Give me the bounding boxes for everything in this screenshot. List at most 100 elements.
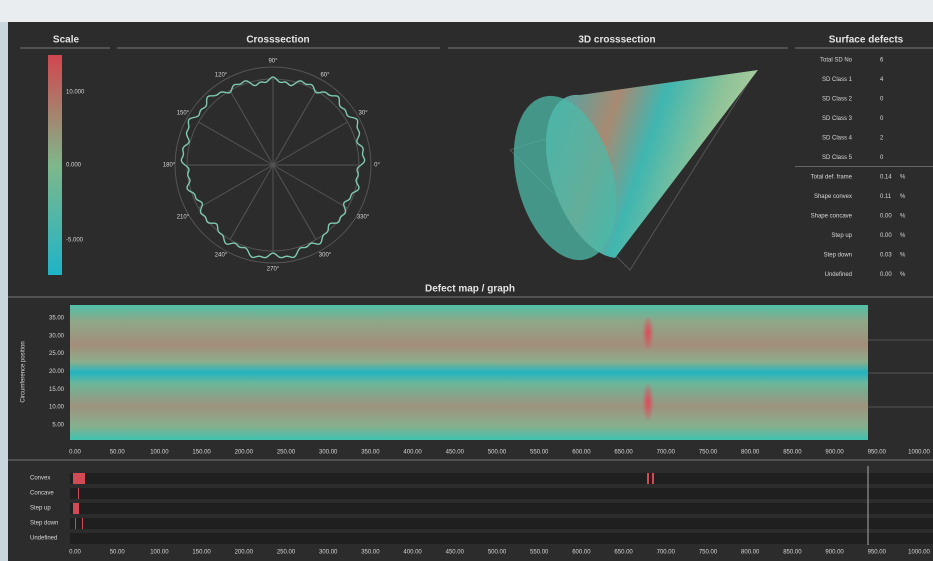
x-tick-label: 350.00 [361, 550, 380, 556]
y-tick-label: 30.00 [49, 333, 65, 339]
row-unit: % [900, 233, 906, 239]
x-tick-label: 350.00 [361, 450, 380, 456]
polar-label: 330° [357, 215, 370, 221]
defect-bar [75, 518, 76, 529]
x-tick-label: 900.00 [825, 550, 844, 556]
x-tick-label: 200.00 [235, 450, 254, 456]
x-tick-label: 500.00 [488, 550, 507, 556]
app-body [8, 22, 933, 561]
x-tick-label: 700.00 [657, 550, 676, 556]
graph-row [70, 518, 933, 529]
y-tick-label: 5.00 [52, 422, 64, 428]
defect-bar [82, 518, 83, 529]
polar-label: 270° [267, 267, 280, 273]
y-tick-label: 15.00 [49, 387, 65, 393]
row-label: SD Class 2 [822, 97, 853, 103]
row-label: Total SD No [820, 58, 853, 64]
row-unit: % [900, 214, 906, 220]
row-label: SD Class 1 [822, 77, 853, 83]
x-tick-label: 850.00 [783, 450, 802, 456]
row-value: 0.03 [880, 253, 892, 259]
panel-title: Scale [53, 35, 80, 46]
row-value: 0 [880, 155, 884, 161]
row-label: SD Class 5 [822, 155, 853, 161]
x-tick-label: 600.00 [572, 450, 591, 456]
row-label: Concave [30, 491, 54, 497]
x-tick-label: 700.00 [657, 450, 676, 456]
polar-label: 300° [319, 253, 332, 259]
row-unit: % [900, 272, 906, 278]
row-value: 4 [880, 77, 884, 83]
row-label: Step down [30, 521, 58, 527]
x-tick-label: 400.00 [403, 450, 422, 456]
y-tick-label: 25.00 [49, 351, 65, 357]
y-tick-label: 20.00 [49, 369, 65, 375]
x-tick-label: 1000.00 [908, 550, 930, 556]
x-tick-label: 950.00 [868, 550, 887, 556]
polar-spoke [229, 90, 274, 166]
polar-label: 90° [268, 59, 278, 65]
scale-label: 0.000 [66, 163, 82, 169]
x-tick-label: 0.00 [69, 550, 81, 556]
row-value: 0 [880, 97, 884, 103]
row-value: 0.00 [880, 214, 892, 220]
defect-bar [73, 503, 79, 514]
defect-bar [78, 488, 79, 499]
polar-label: 210° [177, 215, 190, 221]
row-unit: % [900, 194, 906, 200]
polar-spoke [272, 90, 317, 166]
polar-spoke [198, 164, 274, 209]
row-value: 0.00 [880, 272, 892, 278]
polar-label: 240° [215, 253, 228, 259]
polar-label: 150° [177, 111, 190, 117]
polar-label: 30° [359, 111, 369, 117]
x-tick-label: 800.00 [741, 450, 760, 456]
x-tick-label: 800.00 [741, 550, 760, 556]
polar-label: 120° [215, 73, 228, 79]
row-value: 0 [880, 116, 884, 122]
x-tick-label: 550.00 [530, 450, 549, 456]
row-unit: % [900, 253, 906, 259]
graph-row [70, 533, 933, 544]
polar-trace [180, 76, 366, 259]
x-tick-label: 100.00 [150, 550, 169, 556]
x-tick-label: 50.00 [110, 550, 126, 556]
x-tick-label: 250.00 [277, 550, 296, 556]
y-tick-label: 10.00 [49, 405, 65, 411]
row-label: Shape convex [814, 194, 852, 200]
x-tick-label: 250.00 [277, 450, 296, 456]
polar-spoke [198, 121, 274, 166]
y-axis-label: Circumference position [21, 341, 27, 402]
polar-label: 0° [374, 163, 380, 169]
scale-bar [48, 55, 62, 275]
x-tick-label: 150.00 [192, 450, 211, 456]
defect-bar [647, 473, 649, 484]
x-tick-label: 1000.00 [908, 450, 930, 456]
polar-outer [174, 66, 372, 264]
scale-label: 10.000 [66, 90, 85, 96]
x-tick-label: 400.00 [403, 550, 422, 556]
defect-bar [652, 473, 654, 484]
x-tick-label: 650.00 [614, 550, 633, 556]
row-value: 0.11 [880, 194, 892, 200]
x-tick-label: 50.00 [110, 450, 126, 456]
polar-spoke [272, 164, 348, 209]
row-unit: % [900, 175, 906, 181]
row-label: Step down [824, 253, 852, 259]
section-title: Defect map / graph [425, 284, 515, 295]
defect-spot [642, 315, 654, 351]
defect-bar [73, 473, 85, 484]
x-tick-label: 200.00 [235, 550, 254, 556]
polar-spoke [272, 164, 317, 240]
panel-title: Surface defects [829, 35, 904, 46]
defect-map [70, 305, 868, 440]
row-label: Shape concave [811, 214, 853, 220]
row-label: Total def. frame [811, 175, 853, 181]
title-bar [0, 0, 933, 22]
x-tick-label: 100.00 [150, 450, 169, 456]
row-label: Undefined [825, 272, 852, 278]
graph-row [70, 503, 933, 514]
graph-row [70, 473, 933, 484]
row-value: 2 [880, 136, 884, 142]
